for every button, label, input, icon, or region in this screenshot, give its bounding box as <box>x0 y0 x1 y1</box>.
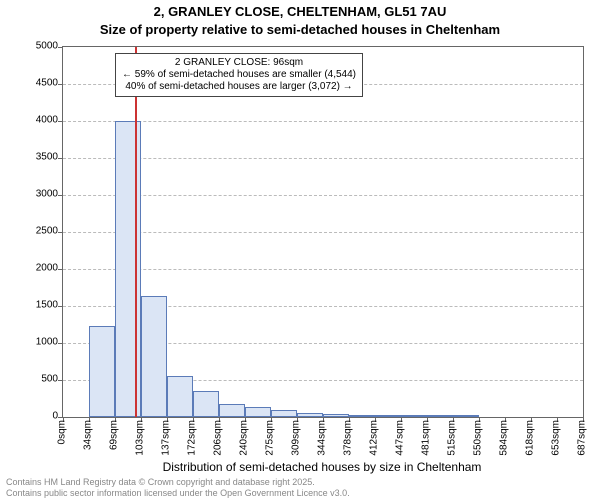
histogram-bar <box>245 407 271 417</box>
histogram-bar <box>375 415 401 417</box>
gridline <box>63 269 583 270</box>
x-tick-label: 103sqm <box>135 420 146 456</box>
x-tick-label: 34sqm <box>83 420 94 450</box>
histogram-bar <box>453 415 479 417</box>
x-tick-label: 206sqm <box>213 420 224 456</box>
histogram-bar <box>115 121 141 417</box>
histogram-bar <box>167 376 193 417</box>
x-tick-label: 515sqm <box>447 420 458 456</box>
y-tick-mark <box>58 84 63 85</box>
histogram-bar <box>401 415 427 417</box>
x-tick-label: 447sqm <box>395 420 406 456</box>
x-tick-label: 344sqm <box>317 420 328 456</box>
footer-attribution: Contains HM Land Registry data © Crown c… <box>6 477 350 498</box>
annotation-box: 2 GRANLEY CLOSE: 96sqm← 59% of semi-deta… <box>115 53 363 97</box>
x-tick-label: 550sqm <box>473 420 484 456</box>
chart-title-line1: 2, GRANLEY CLOSE, CHELTENHAM, GL51 7AU <box>0 4 600 19</box>
annotation-line3: 40% of semi-detached houses are larger (… <box>122 81 356 93</box>
histogram-bar <box>141 296 167 417</box>
y-tick-label: 2500 <box>8 226 58 237</box>
y-tick-label: 0 <box>8 411 58 422</box>
footer-line2: Contains public sector information licen… <box>6 488 350 498</box>
gridline <box>63 121 583 122</box>
x-tick-label: 481sqm <box>421 420 432 456</box>
x-axis-label: Distribution of semi-detached houses by … <box>62 460 582 474</box>
y-tick-label: 1500 <box>8 300 58 311</box>
y-tick-mark <box>58 380 63 381</box>
y-tick-label: 4000 <box>8 115 58 126</box>
x-tick-label: 69sqm <box>109 420 120 450</box>
gridline <box>63 158 583 159</box>
x-tick-label: 172sqm <box>187 420 198 456</box>
y-tick-mark <box>58 195 63 196</box>
x-tick-label: 275sqm <box>265 420 276 456</box>
y-tick-mark <box>58 121 63 122</box>
histogram-bar <box>193 391 219 417</box>
y-tick-mark <box>58 47 63 48</box>
chart-title-line2: Size of property relative to semi-detach… <box>0 22 600 37</box>
footer-line1: Contains HM Land Registry data © Crown c… <box>6 477 350 487</box>
y-tick-mark <box>58 306 63 307</box>
y-tick-label: 5000 <box>8 41 58 52</box>
y-tick-label: 4500 <box>8 78 58 89</box>
gridline <box>63 232 583 233</box>
histogram-bar <box>349 415 375 417</box>
histogram-bar <box>297 413 323 417</box>
x-tick-label: 309sqm <box>291 420 302 456</box>
histogram-bar <box>89 326 115 417</box>
y-tick-label: 1000 <box>8 337 58 348</box>
y-tick-label: 2000 <box>8 263 58 274</box>
y-tick-mark <box>58 269 63 270</box>
y-tick-mark <box>58 343 63 344</box>
y-tick-mark <box>58 158 63 159</box>
x-tick-label: 687sqm <box>577 420 588 456</box>
x-tick-label: 137sqm <box>161 420 172 456</box>
y-tick-label: 500 <box>8 374 58 385</box>
property-marker-line <box>135 47 137 417</box>
y-tick-mark <box>58 232 63 233</box>
histogram-bar <box>427 415 453 417</box>
x-tick-label: 240sqm <box>239 420 250 456</box>
y-tick-label: 3500 <box>8 152 58 163</box>
gridline <box>63 195 583 196</box>
annotation-line2: ← 59% of semi-detached houses are smalle… <box>122 69 356 81</box>
histogram-bar <box>271 410 297 417</box>
plot-area: 2 GRANLEY CLOSE: 96sqm← 59% of semi-deta… <box>62 46 584 418</box>
histogram-bar <box>219 404 245 417</box>
x-tick-label: 618sqm <box>525 420 536 456</box>
x-tick-label: 653sqm <box>551 420 562 456</box>
x-tick-label: 584sqm <box>499 420 510 456</box>
x-tick-label: 378sqm <box>343 420 354 456</box>
x-tick-label: 412sqm <box>369 420 380 456</box>
x-tick-label: 0sqm <box>57 420 68 444</box>
annotation-line1: 2 GRANLEY CLOSE: 96sqm <box>122 57 356 69</box>
histogram-bar <box>323 414 349 417</box>
y-tick-label: 3000 <box>8 189 58 200</box>
